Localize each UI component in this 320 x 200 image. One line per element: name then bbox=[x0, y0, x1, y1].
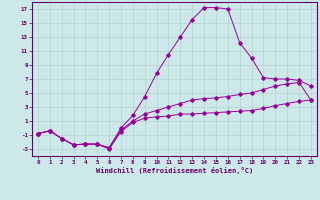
X-axis label: Windchill (Refroidissement éolien,°C): Windchill (Refroidissement éolien,°C) bbox=[96, 167, 253, 174]
